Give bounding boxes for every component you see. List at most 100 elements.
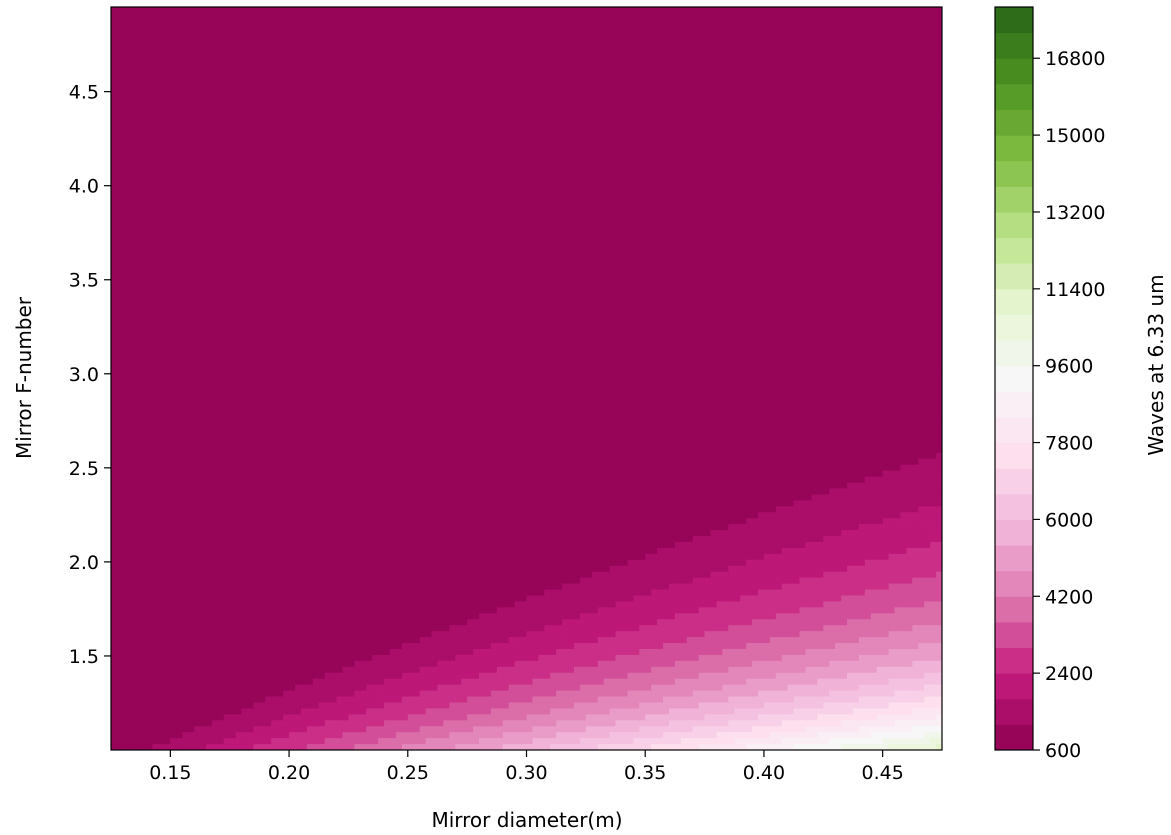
contour-cell bbox=[182, 298, 189, 305]
contour-cell bbox=[312, 280, 320, 287]
contour-cell bbox=[229, 226, 237, 234]
contour-cell bbox=[128, 702, 136, 709]
contour-cell bbox=[259, 381, 266, 389]
contour-cell bbox=[277, 339, 284, 347]
contour-cell bbox=[176, 238, 183, 246]
contour-cell bbox=[223, 452, 231, 460]
contour-cell bbox=[306, 476, 314, 484]
contour-cell bbox=[235, 102, 243, 109]
contour-cell bbox=[140, 12, 148, 20]
contour-cell bbox=[158, 292, 166, 299]
contour-cell bbox=[158, 155, 166, 163]
contour-cell bbox=[259, 173, 266, 180]
contour-cell bbox=[306, 274, 314, 282]
contour-cell bbox=[271, 90, 278, 97]
contour-cell bbox=[158, 286, 166, 293]
contour-cell bbox=[235, 351, 243, 359]
contour-cell bbox=[300, 482, 308, 490]
contour-cell bbox=[271, 726, 278, 733]
contour-cell bbox=[152, 643, 160, 650]
contour-cell bbox=[182, 268, 189, 276]
contour-cell bbox=[200, 732, 207, 739]
contour-cell bbox=[111, 155, 118, 163]
contour-cell bbox=[152, 286, 160, 293]
contour-cell bbox=[265, 440, 272, 448]
contour-cell bbox=[200, 137, 207, 145]
contour-cell bbox=[134, 357, 142, 365]
contour-cell bbox=[253, 292, 260, 299]
contour-cell bbox=[235, 215, 243, 222]
contour-cell bbox=[188, 60, 195, 68]
contour-cell bbox=[194, 113, 201, 121]
contour-cell bbox=[277, 381, 284, 389]
contour-cell bbox=[116, 161, 124, 169]
contour-cell bbox=[336, 12, 344, 20]
contour-cell bbox=[164, 434, 171, 442]
contour-cell bbox=[241, 482, 249, 490]
contour-cell bbox=[158, 78, 166, 85]
contour-cell bbox=[271, 429, 278, 436]
contour-cell bbox=[164, 149, 171, 157]
contour-cell bbox=[229, 203, 237, 210]
contour-cell bbox=[241, 571, 249, 579]
contour-cell bbox=[324, 345, 332, 353]
contour-cell bbox=[194, 708, 201, 715]
contour-cell bbox=[241, 250, 249, 258]
contour-cell bbox=[122, 446, 130, 454]
contour-cell bbox=[247, 292, 255, 299]
contour-cell bbox=[247, 547, 255, 555]
contour-cell bbox=[306, 643, 314, 650]
contour-cell bbox=[146, 155, 154, 163]
contour-cell bbox=[176, 316, 183, 323]
contour-cell bbox=[295, 226, 302, 234]
contour-cell bbox=[122, 518, 130, 525]
contour-cell bbox=[235, 446, 243, 454]
contour-cell bbox=[211, 726, 219, 733]
contour-cell bbox=[306, 429, 314, 436]
contour-cell bbox=[188, 220, 195, 228]
contour-cell bbox=[158, 274, 166, 282]
contour-cell bbox=[259, 500, 266, 507]
contour-cell bbox=[200, 215, 207, 222]
contour-cell bbox=[134, 292, 142, 299]
contour-cell bbox=[170, 696, 177, 704]
contour-cell bbox=[182, 232, 189, 240]
contour-cell bbox=[235, 643, 243, 650]
contour-cell bbox=[146, 244, 154, 252]
contour-cell bbox=[235, 565, 243, 573]
contour-cell bbox=[146, 417, 154, 424]
contour-cell bbox=[277, 530, 284, 537]
contour-cell bbox=[205, 113, 213, 121]
contour-cell bbox=[241, 215, 249, 222]
contour-cell bbox=[122, 476, 130, 484]
contour-cell bbox=[229, 155, 237, 163]
contour-cell bbox=[235, 678, 243, 686]
contour-cell bbox=[200, 440, 207, 448]
contour-cell bbox=[247, 738, 255, 745]
contour-cell bbox=[205, 494, 213, 501]
contour-cell bbox=[318, 643, 326, 650]
contour-cell bbox=[259, 637, 266, 644]
contour-cell bbox=[324, 48, 332, 56]
contour-cell bbox=[134, 672, 142, 680]
contour-cell bbox=[295, 220, 302, 228]
contour-cell bbox=[235, 458, 243, 466]
contour-cell bbox=[235, 7, 243, 14]
contour-cell bbox=[152, 571, 160, 579]
contour-cell bbox=[241, 553, 249, 561]
contour-cell bbox=[247, 708, 255, 715]
contour-cell bbox=[164, 220, 171, 228]
contour-cell bbox=[342, 625, 350, 632]
contour-cell bbox=[188, 631, 195, 638]
contour-cell bbox=[271, 197, 278, 204]
contour-cell bbox=[235, 108, 243, 115]
contour-cell bbox=[300, 488, 308, 495]
contour-cell bbox=[318, 464, 326, 472]
contour-cell bbox=[229, 411, 237, 418]
contour-cell bbox=[277, 536, 284, 543]
contour-cell bbox=[182, 643, 189, 650]
contour-cell bbox=[116, 310, 124, 317]
contour-cell bbox=[330, 84, 338, 91]
contour-cell bbox=[194, 613, 201, 620]
contour-cell bbox=[200, 357, 207, 365]
